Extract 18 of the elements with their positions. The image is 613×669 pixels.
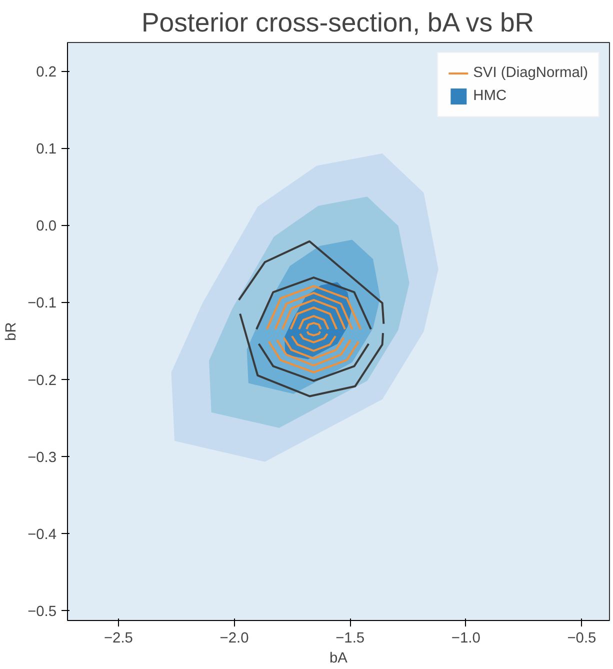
x-tick-label: −1.0 <box>451 630 480 646</box>
y-tick-label: −0.2 <box>28 372 57 389</box>
chart-title: Posterior cross-section, bA vs bR <box>141 8 534 38</box>
y-axis-title: bR <box>4 322 20 341</box>
x-tick-label: −2.5 <box>104 630 133 646</box>
y-tick-label: 0.0 <box>36 218 56 235</box>
y-tick-label: 0.2 <box>36 64 56 81</box>
legend-label: SVI (DiagNormal) <box>473 65 588 81</box>
x-tick-label: −1.5 <box>336 630 365 646</box>
y-tick-label: 0.1 <box>36 142 56 158</box>
x-tick-label: −0.5 <box>567 630 596 646</box>
y-tick-label: −0.1 <box>28 296 57 312</box>
y-tick-label: −0.3 <box>28 450 57 466</box>
legend-label: HMC <box>473 88 507 104</box>
y-tick-label: −0.4 <box>28 526 57 543</box>
y-tick-label: −0.5 <box>28 604 57 620</box>
x-axis-title: bA <box>330 650 348 666</box>
x-tick-label: −2.0 <box>220 630 249 646</box>
